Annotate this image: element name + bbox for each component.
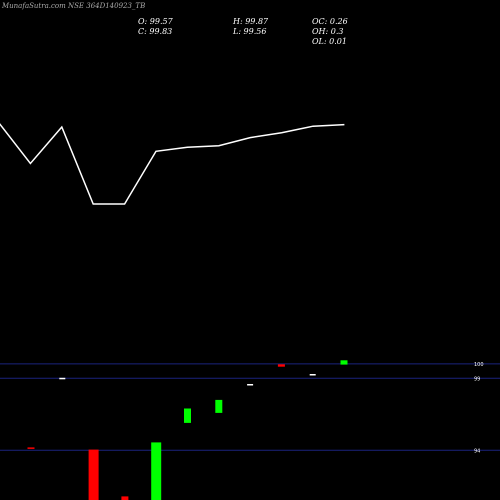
candle-flat: [59, 377, 66, 380]
candle-up: [184, 408, 191, 423]
price-line: [0, 123, 345, 205]
oc-value: OC: 0.26: [312, 17, 348, 26]
open-value: O: 99.57: [138, 17, 173, 26]
candle-down: [121, 496, 129, 500]
chart-title: MunafaSutra.com NSE 364D140923_TB: [2, 2, 146, 10]
ol-value: OL: 0.01: [312, 37, 347, 46]
candle-flat: [247, 384, 254, 386]
candle-layer: [27, 360, 348, 500]
high-value: H: 99.87: [233, 17, 269, 26]
candle-flat: [309, 374, 316, 376]
candle-down: [277, 364, 285, 367]
candle-up: [340, 360, 348, 365]
oh-value: OH: 0.3: [312, 27, 344, 36]
line-layer: [0, 123, 345, 205]
candle-down: [27, 447, 35, 449]
low-value: L: 99.56: [233, 27, 267, 36]
candle-down: [88, 449, 99, 500]
y-tick-label: 99: [474, 376, 480, 382]
candle-up: [215, 399, 223, 413]
close-value: C: 99.83: [138, 27, 173, 36]
y-tick-label: 100: [474, 362, 484, 368]
y-tick-label: 94: [474, 448, 480, 454]
grid-layer: 100 99 94: [0, 362, 500, 454]
candle-up: [151, 442, 162, 500]
